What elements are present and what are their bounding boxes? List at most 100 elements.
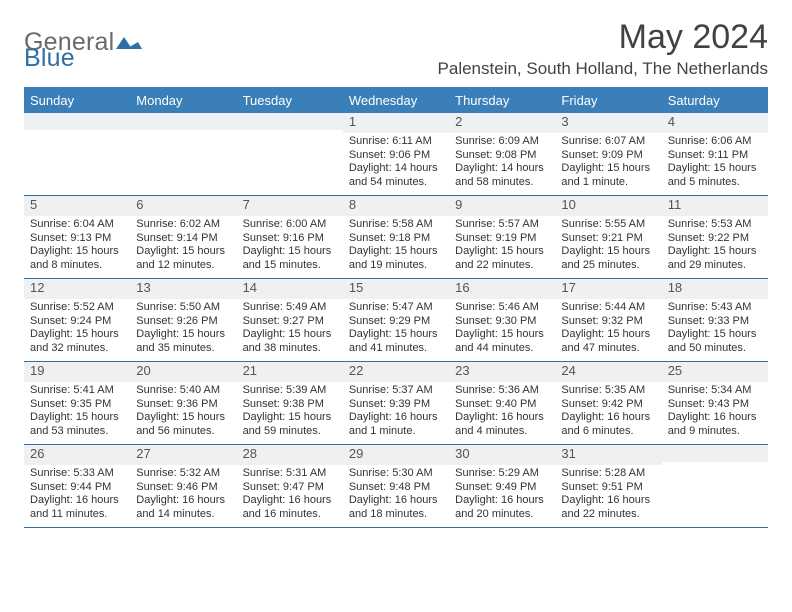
sunset-text: Sunset: 9:08 PM: [455, 149, 549, 163]
daylight-text: Daylight: 14 hours and 58 minutes.: [455, 162, 549, 190]
day-number: 28: [243, 446, 257, 461]
calendar-cell: 18Sunrise: 5:43 AMSunset: 9:33 PMDayligh…: [662, 279, 768, 361]
day-info: Sunrise: 6:07 AMSunset: 9:09 PMDaylight:…: [555, 133, 661, 194]
calendar-cell: 13Sunrise: 5:50 AMSunset: 9:26 PMDayligh…: [130, 279, 236, 361]
sunrise-text: Sunrise: 5:30 AM: [349, 467, 443, 481]
calendar-cell: 26Sunrise: 5:33 AMSunset: 9:44 PMDayligh…: [24, 445, 130, 527]
day-number-bar: 16: [449, 279, 555, 299]
calendar-cell: 12Sunrise: 5:52 AMSunset: 9:24 PMDayligh…: [24, 279, 130, 361]
calendar-cell: 22Sunrise: 5:37 AMSunset: 9:39 PMDayligh…: [343, 362, 449, 444]
day-number-bar: 25: [662, 362, 768, 382]
daylight-text: Daylight: 16 hours and 4 minutes.: [455, 411, 549, 439]
day-number-bar: 13: [130, 279, 236, 299]
daylight-text: Daylight: 15 hours and 56 minutes.: [136, 411, 230, 439]
sunset-text: Sunset: 9:26 PM: [136, 315, 230, 329]
day-number: 30: [455, 446, 469, 461]
dow-thursday: Thursday: [449, 89, 555, 113]
daylight-text: Daylight: 15 hours and 47 minutes.: [561, 328, 655, 356]
day-number: 29: [349, 446, 363, 461]
calendar-grid: Sunday Monday Tuesday Wednesday Thursday…: [24, 87, 768, 528]
calendar-cell: 31Sunrise: 5:28 AMSunset: 9:51 PMDayligh…: [555, 445, 661, 527]
brand-mark-icon: [116, 33, 142, 53]
daylight-text: Daylight: 14 hours and 54 minutes.: [349, 162, 443, 190]
day-number-bar-empty: [24, 113, 130, 130]
sunset-text: Sunset: 9:49 PM: [455, 481, 549, 495]
day-info: Sunrise: 6:06 AMSunset: 9:11 PMDaylight:…: [662, 133, 768, 194]
day-number-bar: 5: [24, 196, 130, 216]
calendar-cell: 14Sunrise: 5:49 AMSunset: 9:27 PMDayligh…: [237, 279, 343, 361]
day-of-week-header: Sunday Monday Tuesday Wednesday Thursday…: [24, 89, 768, 113]
day-number: 8: [349, 197, 356, 212]
sunset-text: Sunset: 9:06 PM: [349, 149, 443, 163]
dow-sunday: Sunday: [24, 89, 130, 113]
day-number-bar: 20: [130, 362, 236, 382]
day-number: 18: [668, 280, 682, 295]
day-info: Sunrise: 5:47 AMSunset: 9:29 PMDaylight:…: [343, 299, 449, 360]
sunrise-text: Sunrise: 5:41 AM: [30, 384, 124, 398]
day-number: 3: [561, 114, 568, 129]
day-info: Sunrise: 5:55 AMSunset: 9:21 PMDaylight:…: [555, 216, 661, 277]
calendar-cell: 3 Sunrise: 6:07 AMSunset: 9:09 PMDaylight…: [555, 113, 661, 195]
sunrise-text: Sunrise: 5:29 AM: [455, 467, 549, 481]
calendar-cell: 10 Sunrise: 5:55 AMSunset: 9:21 PMDayligh…: [555, 196, 661, 278]
sunset-text: Sunset: 9:16 PM: [243, 232, 337, 246]
daylight-text: Daylight: 15 hours and 8 minutes.: [30, 245, 124, 273]
calendar-week: 26Sunrise: 5:33 AMSunset: 9:44 PMDayligh…: [24, 445, 768, 528]
daylight-text: Daylight: 15 hours and 53 minutes.: [30, 411, 124, 439]
day-number: 10: [561, 197, 575, 212]
day-number: 25: [668, 363, 682, 378]
sunset-text: Sunset: 9:11 PM: [668, 149, 762, 163]
sunset-text: Sunset: 9:40 PM: [455, 398, 549, 412]
day-number-bar: 30: [449, 445, 555, 465]
sunset-text: Sunset: 9:33 PM: [668, 315, 762, 329]
sunrise-text: Sunrise: 5:32 AM: [136, 467, 230, 481]
sunset-text: Sunset: 9:48 PM: [349, 481, 443, 495]
sunset-text: Sunset: 9:24 PM: [30, 315, 124, 329]
sunset-text: Sunset: 9:39 PM: [349, 398, 443, 412]
day-info: Sunrise: 5:33 AMSunset: 9:44 PMDaylight:…: [24, 465, 130, 526]
sunset-text: Sunset: 9:36 PM: [136, 398, 230, 412]
day-number: 16: [455, 280, 469, 295]
day-info: Sunrise: 5:53 AMSunset: 9:22 PMDaylight:…: [662, 216, 768, 277]
calendar-cell: 9Sunrise: 5:57 AMSunset: 9:19 PMDaylight…: [449, 196, 555, 278]
sunset-text: Sunset: 9:43 PM: [668, 398, 762, 412]
calendar-cell: 29 Sunrise: 5:30 AMSunset: 9:48 PMDayligh…: [343, 445, 449, 527]
calendar-cell: 11 Sunrise: 5:53 AMSunset: 9:22 PMDayligh…: [662, 196, 768, 278]
day-number-bar: 2: [449, 113, 555, 133]
day-number-bar: 26: [24, 445, 130, 465]
day-number-bar: 6: [130, 196, 236, 216]
day-info: Sunrise: 5:49 AMSunset: 9:27 PMDaylight:…: [237, 299, 343, 360]
day-info: Sunrise: 5:29 AMSunset: 9:49 PMDaylight:…: [449, 465, 555, 526]
sunrise-text: Sunrise: 5:46 AM: [455, 301, 549, 315]
day-info: Sunrise: 5:44 AMSunset: 9:32 PMDaylight:…: [555, 299, 661, 360]
day-number-bar: 27: [130, 445, 236, 465]
daylight-text: Daylight: 16 hours and 6 minutes.: [561, 411, 655, 439]
day-info: Sunrise: 6:11 AMSunset: 9:06 PMDaylight:…: [343, 133, 449, 194]
sunrise-text: Sunrise: 6:06 AM: [668, 135, 762, 149]
daylight-text: Daylight: 15 hours and 22 minutes.: [455, 245, 549, 273]
day-number: 6: [136, 197, 143, 212]
daylight-text: Daylight: 15 hours and 41 minutes.: [349, 328, 443, 356]
daylight-text: Daylight: 15 hours and 1 minute.: [561, 162, 655, 190]
day-number: 11: [668, 197, 682, 212]
sunrise-text: Sunrise: 5:39 AM: [243, 384, 337, 398]
sunrise-text: Sunrise: 5:31 AM: [243, 467, 337, 481]
daylight-text: Daylight: 16 hours and 16 minutes.: [243, 494, 337, 522]
sunset-text: Sunset: 9:35 PM: [30, 398, 124, 412]
calendar-week: 5Sunrise: 6:04 AMSunset: 9:13 PMDaylight…: [24, 196, 768, 279]
day-number-bar: 12: [24, 279, 130, 299]
daylight-text: Daylight: 15 hours and 29 minutes.: [668, 245, 762, 273]
daylight-text: Daylight: 16 hours and 18 minutes.: [349, 494, 443, 522]
sunset-text: Sunset: 9:09 PM: [561, 149, 655, 163]
calendar-cell: 23Sunrise: 5:36 AMSunset: 9:40 PMDayligh…: [449, 362, 555, 444]
sunrise-text: Sunrise: 5:53 AM: [668, 218, 762, 232]
calendar-week: 12Sunrise: 5:52 AMSunset: 9:24 PMDayligh…: [24, 279, 768, 362]
day-info: Sunrise: 6:04 AMSunset: 9:13 PMDaylight:…: [24, 216, 130, 277]
day-number: 22: [349, 363, 363, 378]
sunrise-text: Sunrise: 6:07 AM: [561, 135, 655, 149]
day-number: 27: [136, 446, 150, 461]
sunset-text: Sunset: 9:18 PM: [349, 232, 443, 246]
day-info: Sunrise: 5:30 AMSunset: 9:48 PMDaylight:…: [343, 465, 449, 526]
calendar-cell: 2Sunrise: 6:09 AMSunset: 9:08 PMDaylight…: [449, 113, 555, 195]
day-info: Sunrise: 6:02 AMSunset: 9:14 PMDaylight:…: [130, 216, 236, 277]
